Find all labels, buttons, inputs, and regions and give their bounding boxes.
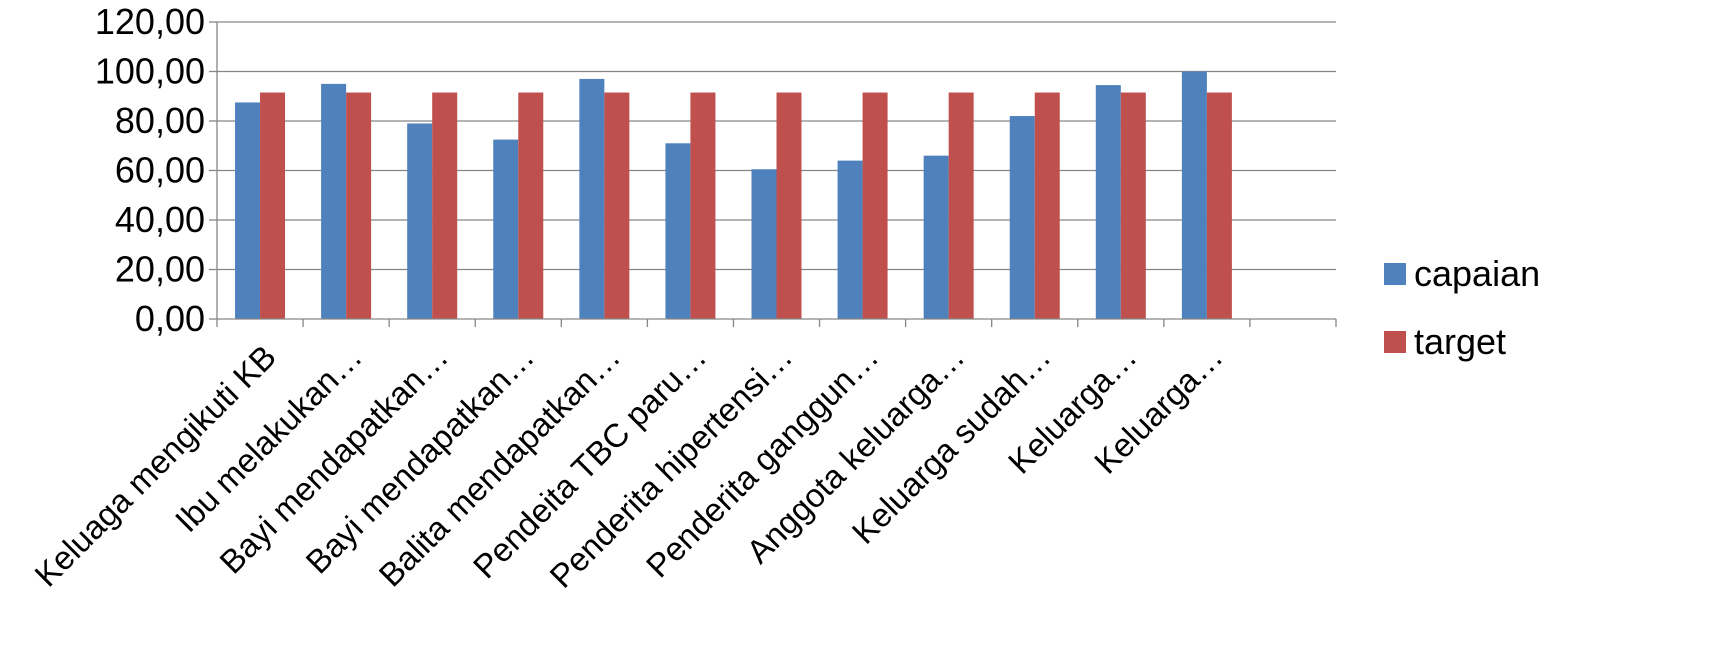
legend: capaian target bbox=[1384, 253, 1540, 362]
bar-capaian bbox=[923, 155, 949, 319]
bar-target bbox=[604, 92, 630, 319]
bar-target bbox=[518, 92, 544, 319]
bar-target bbox=[260, 92, 286, 319]
bar-capaian bbox=[665, 143, 691, 319]
axes bbox=[209, 21, 1337, 327]
legend-label-capaian: capaian bbox=[1414, 253, 1540, 294]
bar-capaian bbox=[235, 102, 261, 319]
bar-capaian bbox=[751, 169, 777, 319]
y-tick-label: 0,00 bbox=[135, 298, 205, 339]
bar-capaian bbox=[1181, 71, 1207, 319]
bar-capaian bbox=[493, 139, 519, 319]
bar-target bbox=[1034, 92, 1060, 319]
bar-target bbox=[690, 92, 716, 319]
y-tick-label: 40,00 bbox=[115, 199, 205, 240]
legend-label-target: target bbox=[1414, 321, 1506, 362]
bar-capaian bbox=[1095, 85, 1121, 319]
bar-target bbox=[862, 92, 888, 319]
bar-capaian bbox=[579, 78, 605, 319]
legend-swatch-capaian bbox=[1384, 263, 1406, 285]
bar-capaian bbox=[321, 83, 347, 319]
y-tick-label: 80,00 bbox=[115, 100, 205, 141]
legend-swatch-target bbox=[1384, 331, 1406, 353]
bar-target bbox=[1206, 92, 1232, 319]
bar-target bbox=[346, 92, 372, 319]
y-tick-label: 60,00 bbox=[115, 150, 205, 191]
bar-target bbox=[776, 92, 802, 319]
bar-capaian bbox=[407, 123, 433, 319]
bars bbox=[235, 71, 1232, 319]
bar-target bbox=[1120, 92, 1146, 319]
bar-target bbox=[432, 92, 458, 319]
y-axis-tick-labels: 0,00 20,00 40,00 60,00 80,00 100,00 120,00 bbox=[95, 1, 205, 339]
bar-capaian bbox=[1009, 116, 1035, 319]
y-tick-label: 20,00 bbox=[115, 249, 205, 290]
bar-capaian bbox=[837, 160, 863, 319]
y-tick-label: 100,00 bbox=[95, 51, 205, 92]
bar-target bbox=[948, 92, 974, 319]
y-tick-label: 120,00 bbox=[95, 1, 205, 42]
